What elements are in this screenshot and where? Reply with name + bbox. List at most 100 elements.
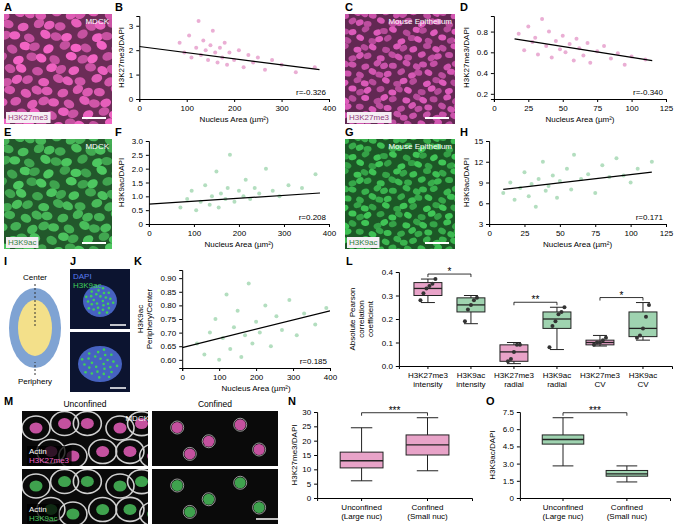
- panel-letter: B: [115, 1, 123, 13]
- cell-line-label: Mouse Epithelium: [388, 142, 452, 151]
- actin-outline: [202, 493, 215, 506]
- nucleus: [345, 42, 350, 50]
- tick-mark: [179, 319, 182, 320]
- tick: 75: [593, 99, 602, 113]
- h3k9ac-focus: [88, 307, 91, 310]
- axis-line: [490, 225, 667, 228]
- point: [204, 48, 208, 52]
- tick: 300: [278, 224, 292, 238]
- scale-bar: [110, 324, 126, 326]
- nucleus: [87, 119, 101, 124]
- nucleus: [13, 139, 26, 144]
- nucleus: [355, 143, 365, 152]
- tick-label: 0: [487, 229, 492, 238]
- nucleus: [348, 210, 357, 217]
- point: [526, 24, 530, 28]
- axis-line: [183, 369, 331, 372]
- point: [269, 344, 273, 348]
- tick: 15: [474, 137, 489, 146]
- point: [208, 203, 212, 207]
- point: [225, 293, 229, 297]
- y-axis: 3691215: [474, 137, 489, 229]
- point: [565, 167, 569, 171]
- h3k9ac-focus: [110, 353, 113, 356]
- marks: [542, 418, 647, 482]
- h3k9ac-focus: [96, 370, 99, 373]
- nucleus: [58, 164, 71, 176]
- nucleus: [345, 228, 352, 236]
- point: [544, 189, 548, 193]
- nucleus: [388, 244, 397, 249]
- fit-line: [182, 311, 330, 348]
- nucleus: [51, 121, 64, 124]
- nucleus: [13, 14, 26, 19]
- tick-label: 0: [138, 220, 143, 229]
- tick: 0: [487, 224, 492, 238]
- nucleus: [345, 70, 352, 77]
- nucleus: [97, 106, 110, 117]
- tick-mark: [560, 224, 561, 227]
- tick-mark: [146, 224, 149, 225]
- tick-mark: [179, 360, 182, 361]
- micrograph: [4, 14, 112, 124]
- point: [581, 53, 585, 57]
- tick-label: H3K9acCV: [629, 371, 657, 389]
- nucleus: [389, 187, 398, 194]
- nucleus: [78, 94, 92, 107]
- h3k9ac-focus: [95, 366, 98, 369]
- nucleus: [345, 167, 350, 175]
- median: [340, 460, 383, 461]
- tick-label: H3K27me3intensity: [408, 371, 449, 389]
- axis-line: [314, 413, 318, 499]
- nucleus: [417, 89, 426, 96]
- point: [586, 41, 590, 45]
- actin-outline: [51, 412, 79, 436]
- y-axis-title: H3K27me3/DAPI: [290, 425, 299, 486]
- box: [457, 298, 485, 312]
- nucleus: [375, 101, 385, 110]
- image-background: [345, 139, 455, 249]
- tick-label: 75: [593, 104, 602, 113]
- tick-label: 30: [302, 408, 311, 417]
- point: [602, 44, 606, 48]
- nucleus: [67, 108, 80, 119]
- nucleus: [451, 59, 455, 67]
- marks: [340, 418, 449, 481]
- nucleus: [5, 168, 19, 181]
- nucleus: [394, 178, 404, 187]
- nucleus: [48, 98, 60, 108]
- nucleus: [361, 149, 371, 158]
- point: [214, 169, 218, 173]
- nucleus: [4, 14, 10, 20]
- tick-mark: [396, 319, 399, 320]
- nucleus: [99, 97, 112, 108]
- tick: 1.5: [503, 477, 520, 486]
- nucleus: [381, 237, 391, 246]
- tick-mark: [314, 412, 317, 413]
- nucleus: [382, 139, 391, 141]
- nucleus-images-panel: JDAPIH3K9ac: [70, 255, 130, 392]
- h3k9ac-focus: [108, 376, 111, 379]
- axis-line: [491, 17, 495, 100]
- marks: [139, 19, 319, 74]
- nucleus: [361, 188, 370, 196]
- nucleus: [379, 62, 389, 70]
- tick-label: 400: [323, 104, 337, 113]
- scale-bar: [110, 387, 126, 389]
- tick-mark: [486, 141, 489, 142]
- nucleus: [419, 61, 428, 68]
- axis-line: [399, 367, 672, 370]
- whisker-cap: [617, 465, 638, 466]
- tick-label: 100: [188, 229, 202, 238]
- nucleus: [413, 35, 423, 44]
- h3k9ac-focus: [94, 355, 97, 358]
- tick-label: 100: [213, 373, 227, 382]
- tick: 0.1: [382, 339, 399, 348]
- nucleus: [381, 201, 391, 210]
- nucleus: [433, 177, 443, 185]
- stain-label-bg: [6, 237, 38, 248]
- point: [227, 51, 231, 55]
- fit-line: [149, 193, 320, 204]
- h3k9ac-focus: [102, 373, 105, 376]
- nucleus: [4, 51, 9, 64]
